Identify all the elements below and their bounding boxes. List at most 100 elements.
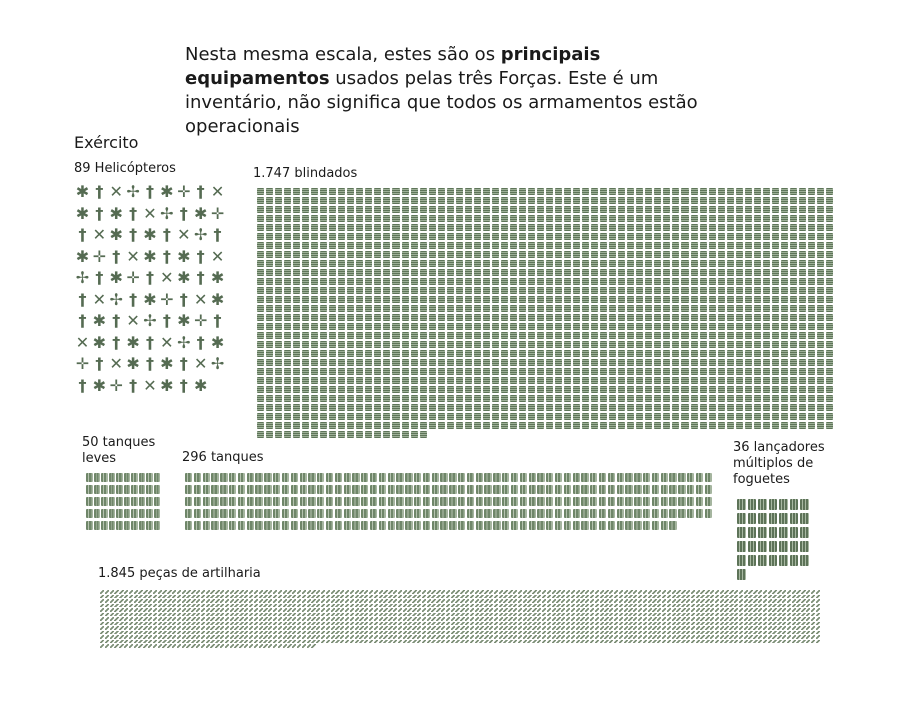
armored-vehicle-icon [573, 350, 581, 357]
armored-vehicle-icon [338, 323, 346, 330]
armored-vehicle-icon [347, 233, 355, 240]
artillery-icon [575, 603, 580, 607]
artillery-icon [402, 639, 407, 643]
artillery-icon [474, 630, 479, 634]
armored-vehicle-icon [257, 305, 265, 312]
artillery-icon [378, 635, 383, 639]
armored-vehicle-icon [762, 341, 770, 348]
armored-vehicle-icon [672, 377, 680, 384]
rocket-launcher-icon [779, 527, 788, 538]
tank-icon [475, 521, 483, 530]
armored-vehicle-icon [473, 269, 481, 276]
armored-vehicle-icon [491, 233, 499, 240]
artillery-icon [335, 630, 340, 634]
armored-vehicle-icon [419, 368, 427, 375]
artillery-icon [311, 603, 316, 607]
artillery-icon [469, 608, 475, 612]
armored-vehicle-icon [699, 233, 707, 240]
artillery-icon [637, 594, 643, 598]
artillery-icon [354, 599, 359, 603]
armored-vehicle-icon [482, 332, 490, 339]
light-tank-icon [153, 497, 160, 506]
armored-vehicle-icon [266, 224, 274, 231]
artillery-icon [522, 639, 527, 643]
tank-icon [343, 509, 351, 518]
artillery-icon [364, 630, 369, 634]
artillery-icon [527, 590, 532, 594]
artillery-icon [445, 603, 451, 607]
armored-vehicle-icon [564, 404, 572, 411]
artillery-icon [200, 635, 206, 639]
artillery-icon [695, 639, 700, 643]
artillery-icon [210, 621, 215, 625]
armored-vehicle-icon [744, 206, 752, 213]
armored-vehicle-icon [645, 197, 653, 204]
armored-vehicle-icon [437, 404, 445, 411]
light-tank-icon [131, 485, 138, 494]
artillery-icon [796, 630, 801, 634]
armored-vehicle-icon [275, 431, 283, 438]
artillery-icon [133, 644, 138, 648]
armored-vehicle-icon [338, 377, 346, 384]
artillery-icon [349, 639, 355, 643]
artillery-icon [407, 617, 412, 621]
armored-vehicle-icon [627, 269, 635, 276]
artillery-icon [224, 630, 230, 634]
helicopter-icon: ✱ [143, 289, 157, 309]
artillery-icon [671, 590, 676, 594]
artillery-icon [148, 626, 153, 630]
artillery-icon [782, 630, 787, 634]
artillery-icon [546, 594, 551, 598]
armored-vehicle-icon [527, 251, 535, 258]
armored-vehicle-icon [464, 287, 472, 294]
artillery-icon [186, 630, 191, 634]
armored-vehicle-icon [672, 278, 680, 285]
artillery-icon [782, 621, 787, 625]
armored-vehicle-icon [347, 287, 355, 294]
armored-vehicle-icon [356, 413, 364, 420]
tank-icon [361, 521, 369, 530]
artillery-icon [186, 590, 191, 594]
armored-vehicle-icon [383, 215, 391, 222]
armored-vehicle-icon [329, 197, 337, 204]
armored-vehicle-icon [798, 314, 806, 321]
artillery-icon [421, 635, 427, 639]
light-tank-icon [138, 521, 145, 530]
armored-vehicle-icon [600, 359, 608, 366]
armored-vehicle-icon [320, 233, 328, 240]
armored-vehicle-icon [780, 296, 788, 303]
artillery-icon [556, 603, 561, 607]
artillery-icon [551, 635, 556, 639]
armored-vehicle-icon [726, 296, 734, 303]
artillery-icon [450, 630, 455, 634]
armored-vehicle-icon [699, 422, 707, 429]
tank-icon [546, 521, 554, 530]
armored-vehicle-icon [491, 206, 499, 213]
artillery-icon [657, 630, 662, 634]
artillery-icon [349, 626, 355, 630]
armored-vehicle-icon [473, 359, 481, 366]
armored-vehicle-icon [293, 305, 301, 312]
armored-vehicle-icon [753, 260, 761, 267]
helicopter-icon: ✱ [92, 311, 107, 330]
tank-icon [607, 509, 616, 518]
artillery-icon [546, 630, 551, 634]
armored-vehicle-icon [636, 197, 644, 204]
artillery-icon [527, 612, 532, 616]
artillery-icon [301, 594, 307, 598]
armored-vehicle-icon [600, 341, 608, 348]
artillery-icon [738, 599, 744, 603]
artillery-icon [561, 630, 566, 634]
artillery-icon [734, 612, 739, 616]
armored-vehicle-icon [690, 377, 698, 384]
tank-icon [466, 509, 475, 518]
artillery-icon [344, 603, 350, 607]
armored-vehicle-icon [816, 386, 824, 393]
artillery-icon [503, 621, 508, 625]
armored-vehicle-icon [293, 197, 301, 204]
artillery-icon [335, 608, 340, 612]
armored-vehicle-icon [527, 323, 535, 330]
artillery-icon [263, 599, 268, 603]
armored-vehicle-icon [609, 386, 617, 393]
armored-vehicle-icon [690, 359, 698, 366]
